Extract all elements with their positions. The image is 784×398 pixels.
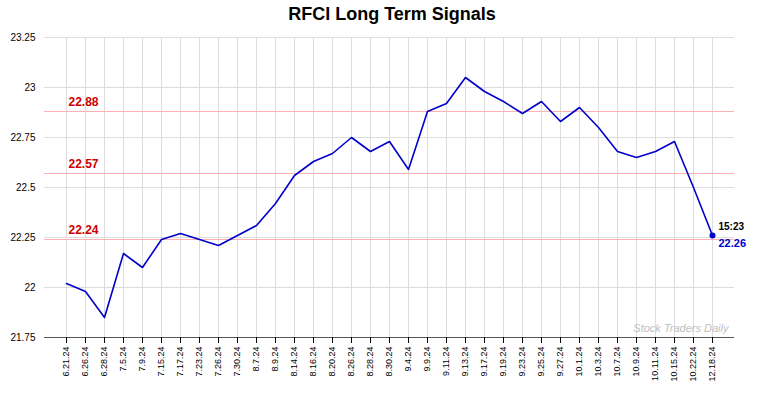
svg-text:23.25: 23.25 xyxy=(10,32,35,43)
svg-text:22.88: 22.88 xyxy=(69,95,99,109)
svg-text:7.5.24: 7.5.24 xyxy=(118,347,128,372)
svg-text:Stock Traders Daily: Stock Traders Daily xyxy=(633,322,730,334)
svg-text:10.1.24: 10.1.24 xyxy=(574,347,584,377)
svg-text:9.11.24: 9.11.24 xyxy=(441,347,451,376)
svg-text:6.28.24: 6.28.24 xyxy=(99,347,109,377)
svg-text:8.26.24: 8.26.24 xyxy=(346,347,356,377)
svg-text:21.75: 21.75 xyxy=(10,332,35,343)
svg-text:10.3.24: 10.3.24 xyxy=(593,347,603,377)
svg-text:8.14.24: 8.14.24 xyxy=(289,347,299,377)
svg-text:7.17.24: 7.17.24 xyxy=(175,347,185,377)
svg-text:22.26: 22.26 xyxy=(719,237,747,249)
svg-text:9.27.24: 9.27.24 xyxy=(555,347,565,377)
svg-text:9.25.24: 9.25.24 xyxy=(536,347,546,377)
svg-text:9.4.24: 9.4.24 xyxy=(403,347,413,372)
svg-text:22.24: 22.24 xyxy=(69,223,99,237)
svg-text:10.9.24: 10.9.24 xyxy=(631,347,641,377)
svg-text:22.25: 22.25 xyxy=(10,232,35,243)
svg-text:10.15.24: 10.15.24 xyxy=(669,347,679,382)
svg-text:10.7.24: 10.7.24 xyxy=(612,347,622,377)
svg-text:9.19.24: 9.19.24 xyxy=(498,347,508,377)
svg-text:9.13.24: 9.13.24 xyxy=(460,347,470,377)
svg-text:8.9.24: 8.9.24 xyxy=(270,347,280,372)
svg-text:8.30.24: 8.30.24 xyxy=(384,347,394,377)
svg-text:22.57: 22.57 xyxy=(69,157,99,171)
svg-text:10.22.24: 10.22.24 xyxy=(688,347,698,382)
svg-text:22.75: 22.75 xyxy=(10,132,35,143)
svg-text:12.18.24: 12.18.24 xyxy=(707,347,717,382)
svg-text:23: 23 xyxy=(24,82,36,93)
html-text:RFCI Long Term Signals: RFCI Long Term Signals xyxy=(288,4,496,24)
svg-text:9.9.24: 9.9.24 xyxy=(422,347,432,372)
svg-text:6.26.24: 6.26.24 xyxy=(80,347,90,377)
svg-text:8.28.24: 8.28.24 xyxy=(365,347,375,377)
svg-text:6.21.24: 6.21.24 xyxy=(61,347,71,377)
svg-text:7.23.24: 7.23.24 xyxy=(194,347,204,377)
svg-text:8.7.24: 8.7.24 xyxy=(251,347,261,372)
svg-text:7.9.24: 7.9.24 xyxy=(137,347,147,372)
svg-text:7.26.24: 7.26.24 xyxy=(213,347,223,377)
svg-text:22: 22 xyxy=(24,282,36,293)
svg-text:8.20.24: 8.20.24 xyxy=(327,347,337,377)
svg-text:9.17.24: 9.17.24 xyxy=(479,347,489,377)
svg-text:8.16.24: 8.16.24 xyxy=(308,347,318,377)
svg-text:7.30.24: 7.30.24 xyxy=(232,347,242,377)
svg-text:22.5: 22.5 xyxy=(16,182,36,193)
svg-text:9.23.24: 9.23.24 xyxy=(517,347,527,377)
svg-text:7.15.24: 7.15.24 xyxy=(156,347,166,377)
svg-text:10.11.24: 10.11.24 xyxy=(650,347,660,381)
svg-text:15:23: 15:23 xyxy=(719,221,745,232)
